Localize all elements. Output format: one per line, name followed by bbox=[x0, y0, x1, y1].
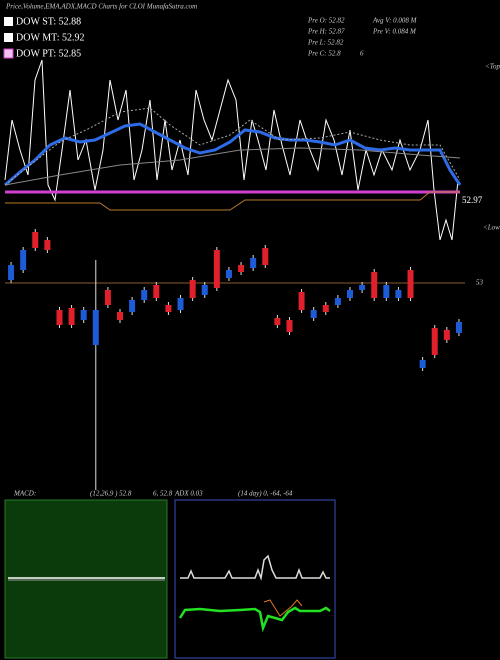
candle-body bbox=[141, 290, 148, 300]
candle-body bbox=[213, 250, 220, 288]
candle-body bbox=[419, 360, 426, 368]
candle-body bbox=[250, 258, 257, 268]
candle-body bbox=[225, 270, 232, 278]
legend-dow-mt: DOW MT: 52.92 bbox=[16, 32, 84, 43]
legend-dow-st: DOW ST: 52.88 bbox=[16, 16, 81, 27]
candle-body bbox=[286, 320, 293, 332]
candle-body bbox=[44, 240, 51, 250]
candle-body bbox=[262, 248, 269, 265]
macd-panel bbox=[4, 499, 168, 659]
candle-body bbox=[104, 290, 111, 305]
candle-body bbox=[443, 330, 450, 340]
candle-body bbox=[310, 310, 317, 318]
candle-body bbox=[32, 232, 39, 248]
title: Price,Volume,EMA,ADX,MACD Charts for CLO… bbox=[5, 3, 197, 11]
candle-body bbox=[395, 290, 402, 298]
candle-body bbox=[347, 290, 353, 298]
candle-body bbox=[165, 305, 172, 312]
adx-panel bbox=[174, 499, 336, 659]
legend-swatch bbox=[4, 33, 13, 42]
adx-line bbox=[180, 554, 330, 581]
macd-params: (12,26,9 ) 52.8 bbox=[90, 490, 132, 498]
candle-body bbox=[407, 270, 414, 298]
candle-body bbox=[56, 310, 63, 325]
candle-body bbox=[322, 305, 329, 312]
candle-body bbox=[383, 285, 390, 298]
pre-high: Pre H: 52.87 bbox=[307, 28, 345, 36]
candle-body bbox=[334, 298, 341, 305]
pre-close: Pre C: 52.8 bbox=[307, 50, 341, 58]
di-line bbox=[178, 606, 331, 633]
candle-body bbox=[431, 328, 438, 355]
overlay-lines bbox=[4, 59, 462, 241]
adx-label: ADX 0.03 bbox=[174, 490, 203, 498]
candle-body bbox=[117, 312, 123, 320]
candle-body bbox=[455, 322, 462, 333]
y-tick-label: 53 bbox=[476, 279, 484, 287]
lows-label: <Lows bbox=[483, 224, 500, 232]
candle-body bbox=[153, 285, 160, 298]
candle-body bbox=[129, 300, 136, 312]
adx-params: (14 day) 0, -64, -64 bbox=[238, 490, 293, 498]
candle-body bbox=[68, 308, 75, 325]
legend-swatch bbox=[3, 48, 14, 59]
candle-body bbox=[298, 292, 305, 310]
legend-dow-pt: DOW PT: 52.85 bbox=[16, 48, 81, 59]
pre-volume: Pre V: 0.084 M bbox=[372, 28, 417, 36]
pre-close-tail: 6 bbox=[360, 50, 364, 58]
candle-body bbox=[8, 265, 15, 280]
candle-body bbox=[80, 310, 87, 320]
candle-body bbox=[177, 298, 184, 310]
di-minus-line bbox=[263, 599, 303, 617]
candle-body bbox=[238, 265, 245, 272]
candle-body bbox=[274, 318, 281, 325]
candle-body bbox=[92, 310, 99, 345]
price-label: 52.97 bbox=[462, 195, 483, 205]
macd-label: MACD: bbox=[13, 490, 36, 498]
candle-body bbox=[201, 285, 208, 295]
candle-body bbox=[189, 280, 196, 298]
candle-body bbox=[20, 250, 27, 270]
candle-body bbox=[359, 285, 366, 290]
pre-low: Pre L: 52.82 bbox=[307, 39, 344, 47]
macd-values: 6, 52.8 bbox=[153, 490, 173, 498]
legend-swatch bbox=[4, 17, 13, 26]
candle-body bbox=[371, 272, 378, 298]
avg-volume: Avg V: 0.008 M bbox=[372, 17, 418, 25]
pre-open: Pre O: 52.82 bbox=[307, 17, 345, 25]
tops-label: <Tops bbox=[485, 63, 500, 71]
